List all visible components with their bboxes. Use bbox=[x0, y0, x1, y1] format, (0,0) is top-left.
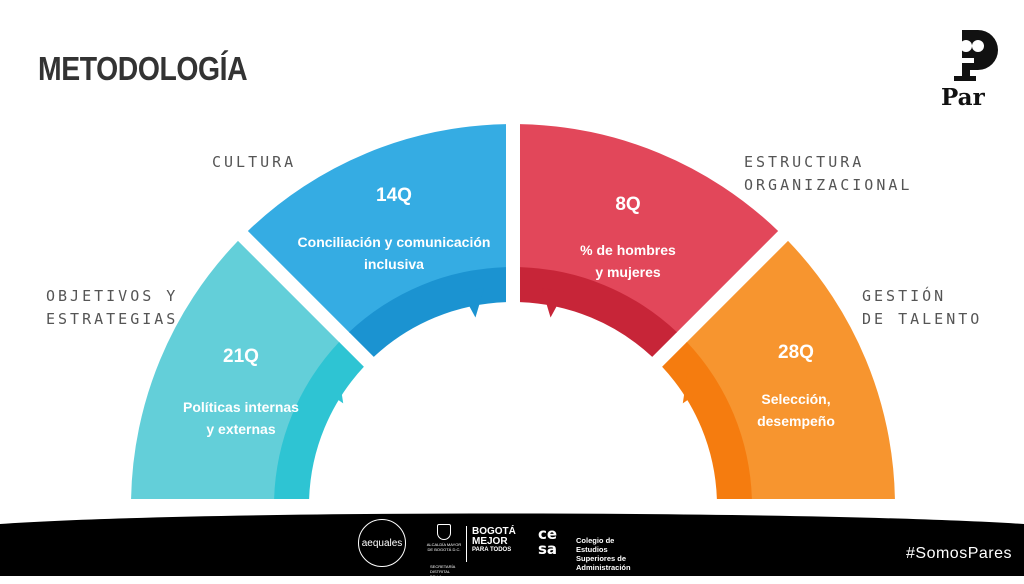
segment-cultura bbox=[247, 124, 507, 333]
cesa-logo-text: Colegio de Estudios Superiores de Admini… bbox=[576, 536, 631, 572]
segment-count-objetivos: 21Q bbox=[223, 346, 259, 367]
segment-desc-objetivos-line-2: y externas bbox=[206, 421, 275, 437]
pointer-objetivos bbox=[325, 372, 344, 404]
segment-desc-cultura-line-2: inclusiva bbox=[364, 256, 424, 272]
pointer-gestion bbox=[682, 372, 701, 404]
bogota-line-3: PARA TODOS bbox=[472, 547, 512, 553]
bogota-line-2: MEJOR bbox=[472, 536, 508, 547]
bogota-line-1: BOGOTÁ bbox=[472, 526, 516, 537]
segment-inner-band-objetivos bbox=[274, 342, 364, 500]
segment-desc-gestion-line-1: Selección, bbox=[761, 391, 830, 407]
shield-icon bbox=[437, 524, 451, 540]
secretaria-text: SECRETARÍA DISTRITAL DE LA MUJER bbox=[430, 564, 456, 584]
pointer-estructura bbox=[541, 287, 565, 318]
logo-divider bbox=[466, 526, 467, 562]
segment-inner-band-estructura bbox=[519, 267, 677, 357]
pointer-cultura bbox=[461, 287, 485, 318]
alcaldia-logo: ALCALDÍA MAYOR DE BOGOTÁ D.C. bbox=[424, 524, 464, 552]
segment-estructura bbox=[519, 124, 779, 333]
cesa-logo-mark: ce sa bbox=[538, 525, 558, 558]
cesa-text-line-1: Colegio de Estudios bbox=[576, 536, 615, 554]
category-label-objetivos: OBJETIVOS Y ESTRATEGIAS bbox=[46, 287, 179, 328]
par-logo-icon bbox=[948, 30, 998, 81]
segment-count-estructura: 8Q bbox=[615, 194, 640, 215]
category-label-cultura: CULTURA bbox=[212, 153, 297, 171]
alcaldia-text: ALCALDÍA MAYOR DE BOGOTÁ D.C. bbox=[426, 542, 462, 552]
bogota-logo: BOGOTÁ MEJOR PARA TODOS bbox=[472, 527, 516, 554]
segment-desc-gestion-line-2: desempeño bbox=[757, 413, 835, 429]
aequales-logo: aequales bbox=[358, 519, 406, 567]
segment-inner-band-gestion bbox=[662, 342, 752, 500]
segment-gestion bbox=[686, 240, 895, 500]
par-logo-text: Par bbox=[941, 84, 985, 111]
segment-desc-estructura-line-1: % de hombres bbox=[580, 242, 676, 258]
page-title: METODOLOGÍA bbox=[38, 50, 248, 87]
category-label-estructura: ESTRUCTURA ORGANIZACIONAL bbox=[744, 153, 913, 194]
cesa-text-line-2: Superiores de Administración bbox=[576, 554, 631, 572]
segment-count-gestion: 28Q bbox=[778, 342, 814, 363]
hashtag: #SomosPares bbox=[906, 545, 1012, 562]
segment-count-cultura: 14Q bbox=[376, 185, 412, 206]
segment-desc-cultura-line-1: Conciliación y comunicación bbox=[298, 234, 491, 250]
category-label-gestion: GESTIÓN DE TALENTO bbox=[862, 287, 983, 328]
segment-desc-objetivos-line-1: Políticas internas bbox=[183, 399, 299, 415]
segment-inner-band-cultura bbox=[349, 267, 507, 357]
segment-desc-estructura-line-2: y mujeres bbox=[595, 264, 661, 280]
segment-objetivos bbox=[131, 240, 340, 500]
footer-band bbox=[0, 513, 1024, 576]
